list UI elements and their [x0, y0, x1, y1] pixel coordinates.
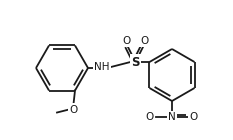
Text: NH: NH: [94, 62, 110, 72]
Text: S: S: [131, 55, 140, 68]
Text: N: N: [168, 112, 176, 122]
Text: O: O: [69, 105, 77, 115]
Text: O: O: [190, 112, 198, 122]
Text: O: O: [140, 36, 149, 46]
Text: O: O: [122, 36, 131, 46]
Text: O: O: [146, 112, 154, 122]
